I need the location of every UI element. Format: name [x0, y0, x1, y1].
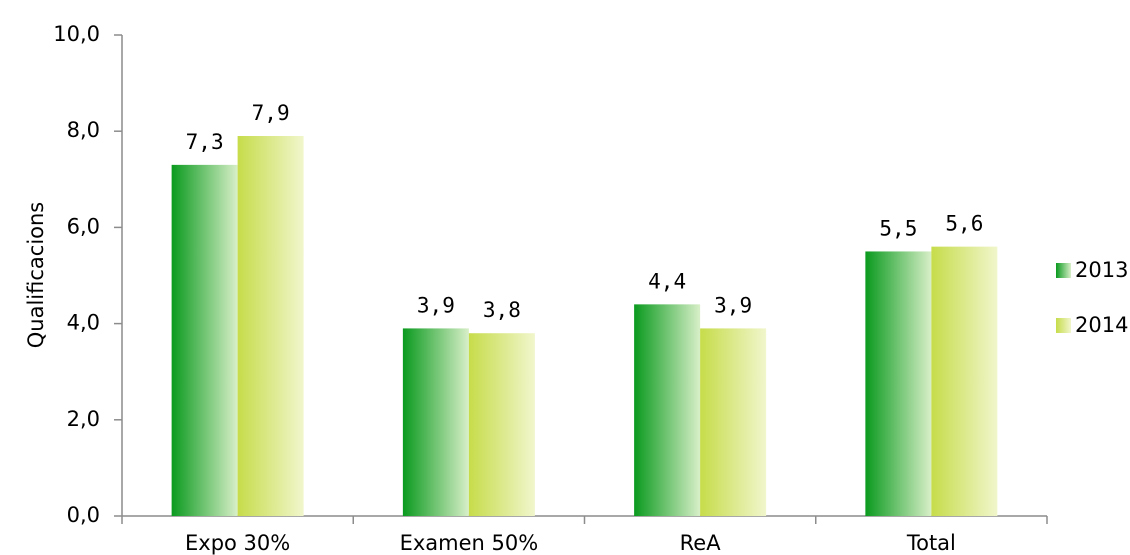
legend-swatch-2014 — [1056, 318, 1071, 333]
data-labels-group: 7,3 7,9 3,9 3,8 4,4 3,9 5,5 5,6 — [186, 101, 984, 322]
data-label: 4,4 — [648, 269, 686, 293]
legend-swatch-2013 — [1056, 263, 1071, 278]
legend-label: 2014 — [1075, 313, 1128, 337]
bar-2014-3 — [931, 246, 998, 516]
category-label: Examen 50% — [400, 531, 539, 555]
x-axis — [121, 515, 1048, 524]
legend: 2013 2014 — [1056, 258, 1128, 337]
y-tick-label: 4,0 — [67, 311, 100, 335]
bar-2013-3 — [865, 251, 932, 516]
y-tick-label: 0,0 — [67, 503, 100, 527]
y-tick-label: 10,0 — [53, 22, 100, 46]
bar-2013-1 — [402, 328, 469, 516]
data-label: 5,6 — [945, 212, 983, 236]
category-label: ReA — [680, 531, 722, 555]
data-label: 7,3 — [186, 130, 224, 154]
category-label: Expo 30% — [185, 531, 290, 555]
category-label: Total — [906, 531, 956, 555]
legend-label: 2013 — [1075, 258, 1128, 282]
data-label: 7,9 — [252, 101, 290, 125]
category-labels-group: Expo 30% Examen 50% ReA Total — [185, 531, 956, 555]
y-axis-title: Qualificacions — [24, 202, 48, 349]
bar-2014-1 — [468, 333, 535, 516]
bar-2014-2 — [700, 328, 767, 516]
data-label: 3,9 — [417, 293, 455, 317]
data-label: 3,8 — [483, 298, 521, 322]
data-label: 3,9 — [714, 293, 752, 317]
bar-series-group — [171, 136, 998, 516]
y-tick-label: 2,0 — [67, 407, 100, 431]
data-label: 5,5 — [879, 216, 917, 240]
bar-2013-0 — [171, 164, 238, 516]
y-tick-label: 8,0 — [67, 118, 100, 142]
y-tick-label: 6,0 — [67, 214, 100, 238]
y-axis: 0,0 2,0 4,0 6,0 8,0 10,0 — [53, 22, 123, 527]
x-axis-ticks — [121, 516, 1048, 524]
y-axis-ticks: 0,0 2,0 4,0 6,0 8,0 10,0 — [53, 22, 122, 527]
bar-2013-2 — [634, 304, 701, 516]
bar-2014-0 — [237, 136, 304, 516]
